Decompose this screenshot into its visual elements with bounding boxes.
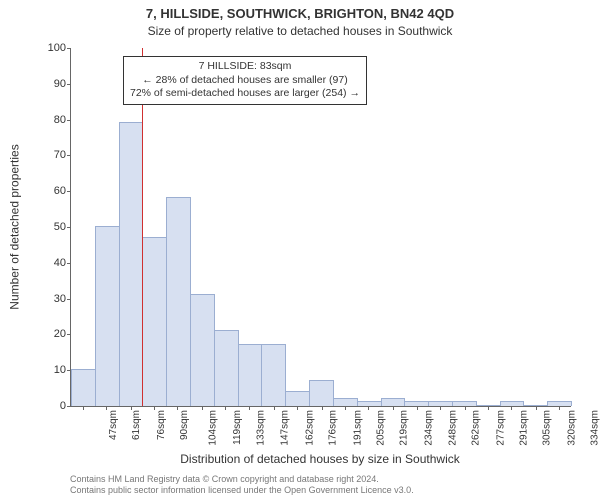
annotation-line-2: ← 28% of detached houses are smaller (97… — [130, 74, 360, 88]
x-tick-mark — [488, 406, 489, 410]
x-tick-label: 47sqm — [108, 410, 119, 440]
y-tick-label: 0 — [36, 400, 66, 412]
x-tick-label: 334sqm — [590, 410, 600, 446]
x-axis-label: Distribution of detached houses by size … — [70, 452, 570, 466]
y-tick-label: 50 — [36, 221, 66, 233]
x-tick-label: 104sqm — [208, 410, 219, 446]
x-tick-mark — [417, 406, 418, 410]
y-tick-label: 30 — [36, 293, 66, 305]
x-tick-mark — [322, 406, 323, 410]
histogram-bar — [190, 294, 215, 406]
x-tick-label: 133sqm — [256, 410, 267, 446]
y-tick-mark — [67, 263, 71, 264]
x-tick-label: 248sqm — [447, 410, 458, 446]
x-tick-label: 162sqm — [304, 410, 315, 446]
x-tick-label: 90sqm — [179, 410, 190, 440]
y-tick-label: 70 — [36, 149, 66, 161]
y-tick-label: 10 — [36, 364, 66, 376]
x-tick-mark — [511, 406, 512, 410]
y-tick-label: 40 — [36, 257, 66, 269]
x-tick-mark — [393, 406, 394, 410]
x-tick-mark — [106, 406, 107, 410]
x-tick-label: 176sqm — [327, 410, 338, 446]
x-tick-label: 61sqm — [131, 410, 142, 440]
x-tick-mark — [249, 406, 250, 410]
x-tick-mark — [440, 406, 441, 410]
x-tick-mark — [465, 406, 466, 410]
histogram-bar — [285, 391, 310, 406]
x-tick-label: 291sqm — [519, 410, 530, 446]
x-tick-label: 320sqm — [567, 410, 578, 446]
y-tick-mark — [67, 334, 71, 335]
x-tick-mark — [368, 406, 369, 410]
histogram-bar — [309, 380, 334, 406]
y-tick-label: 80 — [36, 114, 66, 126]
y-tick-label: 60 — [36, 185, 66, 197]
histogram-bar — [119, 122, 144, 406]
histogram-bar — [381, 398, 406, 406]
y-tick-mark — [67, 120, 71, 121]
y-tick-mark — [67, 406, 71, 407]
chart-container: 7, HILLSIDE, SOUTHWICK, BRIGHTON, BN42 4… — [0, 0, 600, 500]
annotation-line-1: 7 HILLSIDE: 83sqm — [130, 60, 360, 74]
x-tick-label: 119sqm — [232, 410, 243, 445]
x-tick-mark — [274, 406, 275, 410]
x-tick-mark — [154, 406, 155, 410]
y-tick-mark — [67, 191, 71, 192]
footer-line-1: Contains HM Land Registry data © Crown c… — [70, 474, 570, 485]
y-tick-mark — [67, 48, 71, 49]
annotation-line-3: 72% of semi-detached houses are larger (… — [130, 87, 360, 101]
x-tick-label: 76sqm — [156, 410, 167, 440]
x-tick-label: 219sqm — [399, 410, 410, 446]
annotation-box: 7 HILLSIDE: 83sqm ← 28% of detached hous… — [123, 56, 367, 105]
x-tick-label: 234sqm — [424, 410, 435, 446]
footer: Contains HM Land Registry data © Crown c… — [70, 474, 570, 496]
histogram-bar — [71, 369, 96, 406]
x-tick-mark — [345, 406, 346, 410]
plot-area: 7 HILLSIDE: 83sqm ← 28% of detached hous… — [70, 48, 571, 407]
x-tick-mark — [559, 406, 560, 410]
y-tick-label: 100 — [36, 42, 66, 54]
histogram-bar — [166, 197, 191, 406]
histogram-bar — [238, 344, 263, 406]
y-tick-label: 20 — [36, 328, 66, 340]
y-tick-mark — [67, 84, 71, 85]
histogram-bar — [261, 344, 286, 406]
x-tick-label: 277sqm — [495, 410, 506, 446]
x-tick-label: 205sqm — [376, 410, 387, 446]
y-tick-mark — [67, 227, 71, 228]
histogram-bar — [95, 226, 120, 406]
x-tick-label: 147sqm — [279, 410, 290, 446]
y-axis-label: Number of detached properties — [8, 48, 22, 406]
x-tick-mark — [225, 406, 226, 410]
y-tick-mark — [67, 155, 71, 156]
x-tick-label: 305sqm — [542, 410, 553, 446]
x-tick-label: 262sqm — [470, 410, 481, 446]
x-tick-mark — [202, 406, 203, 410]
histogram-bar — [142, 237, 167, 406]
chart-subtitle: Size of property relative to detached ho… — [0, 24, 600, 38]
x-tick-label: 191sqm — [352, 410, 363, 446]
x-tick-mark — [83, 406, 84, 410]
x-tick-mark — [297, 406, 298, 410]
x-tick-mark — [536, 406, 537, 410]
histogram-bar — [214, 330, 239, 406]
histogram-bar — [333, 398, 358, 406]
y-tick-mark — [67, 299, 71, 300]
chart-title: 7, HILLSIDE, SOUTHWICK, BRIGHTON, BN42 4… — [0, 6, 600, 21]
footer-line-2: Contains public sector information licen… — [70, 485, 570, 496]
y-tick-label: 90 — [36, 78, 66, 90]
